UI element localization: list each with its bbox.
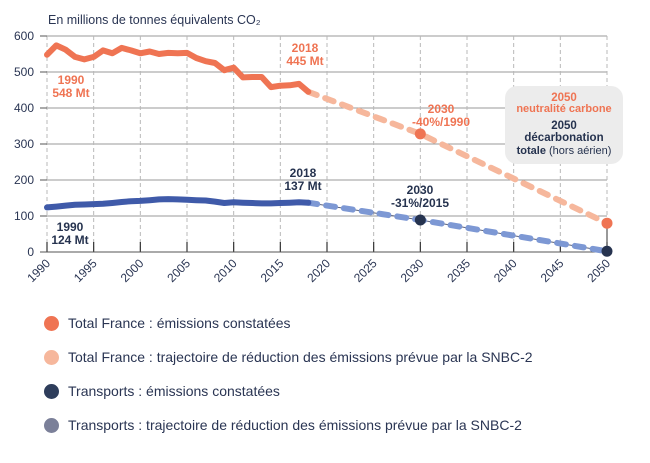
callout-decarbonation-text: décarbonation bbox=[524, 132, 603, 144]
legend-swatch-icon bbox=[44, 315, 59, 331]
legend-item-transport-observed: Transports : émissions constatées bbox=[44, 381, 533, 401]
legend-label: Transports : émissions constatées bbox=[68, 383, 280, 399]
callout-total-text: totale (hors aérien) bbox=[517, 145, 612, 157]
callout-year-decarbonation: 2050 bbox=[551, 120, 577, 132]
annotation-line: 1990 bbox=[58, 73, 85, 87]
x-tick-label: 2040 bbox=[491, 256, 520, 285]
annotation-line: 2018 bbox=[290, 166, 317, 180]
legend-swatch-icon bbox=[44, 349, 59, 365]
legend: Total France : émissions constatées Tota… bbox=[44, 313, 533, 449]
callout-box: 2050 neutralité carbone 2050 décarbonati… bbox=[505, 86, 623, 164]
x-tick-label: 2020 bbox=[304, 256, 333, 285]
annotation-line: 2030 bbox=[428, 102, 455, 116]
legend-swatch-icon bbox=[44, 383, 59, 399]
y-tick-label: 600 bbox=[14, 29, 34, 43]
markers-layer bbox=[414, 128, 613, 257]
y-tick-label: 300 bbox=[14, 137, 34, 151]
callout-total-bold: totale bbox=[517, 145, 546, 157]
transport-trajectory-line bbox=[305, 199, 610, 255]
y-tick-label: 500 bbox=[14, 65, 34, 79]
annotation-line: 548 Mt bbox=[52, 86, 89, 100]
annotation-transport-2030: 2030-31%/2015 bbox=[391, 183, 449, 210]
callout-total-normal: (hors aérien) bbox=[546, 145, 611, 157]
emissions-chart: 0 100 200 300 400 500 600 1990 1995 2000 2005 2010 2… bbox=[14, 13, 623, 285]
legend-label: Total France : trajectoire de réduction … bbox=[68, 349, 533, 365]
annotation-line: -40%/1990 bbox=[412, 115, 470, 129]
x-tick-label: 2050 bbox=[584, 256, 613, 285]
x-tick-label: 2015 bbox=[258, 256, 287, 285]
legend-swatch-icon bbox=[44, 417, 59, 433]
x-tick-label: 2045 bbox=[538, 256, 567, 285]
axes: 0 100 200 300 400 500 600 1990 1995 2000 2005 2010 2… bbox=[14, 29, 613, 285]
total-marker-2050 bbox=[601, 217, 613, 229]
y-tick-label: 0 bbox=[27, 245, 34, 259]
annotation-line: 2030 bbox=[407, 183, 434, 197]
total-observed-line bbox=[44, 42, 312, 95]
x-tick-label: 2010 bbox=[211, 256, 240, 285]
callout-neutrality-text: neutralité carbone bbox=[516, 103, 611, 115]
x-tick-label: 2025 bbox=[351, 256, 380, 285]
transport-observed-line bbox=[44, 196, 312, 211]
y-tick-label: 400 bbox=[14, 101, 34, 115]
annotation-line: 445 Mt bbox=[286, 54, 323, 68]
x-tick-label: 1995 bbox=[71, 256, 100, 285]
legend-item-transport-trajectory: Transports : trajectoire de réduction de… bbox=[44, 415, 533, 435]
annotation-line: 2018 bbox=[292, 41, 319, 55]
legend-label: Transports : trajectoire de réduction de… bbox=[68, 417, 522, 433]
annotation-total-2030: 2030-40%/1990 bbox=[412, 102, 470, 129]
annotation-line: 137 Mt bbox=[284, 179, 321, 193]
total-marker-2030 bbox=[414, 128, 426, 140]
x-tick-label: 2035 bbox=[444, 256, 473, 285]
callout-year-neutrality: 2050 bbox=[551, 92, 577, 104]
annotation-line: 1990 bbox=[57, 220, 84, 234]
legend-item-total-observed: Total France : émissions constatées bbox=[44, 313, 533, 333]
legend-item-total-trajectory: Total France : trajectoire de réduction … bbox=[44, 347, 533, 367]
transport-marker-2030 bbox=[414, 214, 426, 226]
transport-marker-2050 bbox=[601, 245, 613, 257]
annotation-line: -31%/2015 bbox=[391, 196, 449, 210]
legend-label: Total France : émissions constatées bbox=[68, 315, 291, 331]
x-tick-label: 2005 bbox=[164, 256, 193, 285]
x-tick-label: 2000 bbox=[118, 256, 147, 285]
y-axis-label: En millions de tonnes équivalents CO₂ bbox=[48, 13, 261, 27]
y-tick-label: 100 bbox=[14, 209, 34, 223]
x-tick-label: 2030 bbox=[398, 256, 427, 285]
y-tick-label: 200 bbox=[14, 173, 34, 187]
x-tick-label: 1990 bbox=[24, 256, 53, 285]
annotation-line: 124 Mt bbox=[51, 233, 88, 247]
